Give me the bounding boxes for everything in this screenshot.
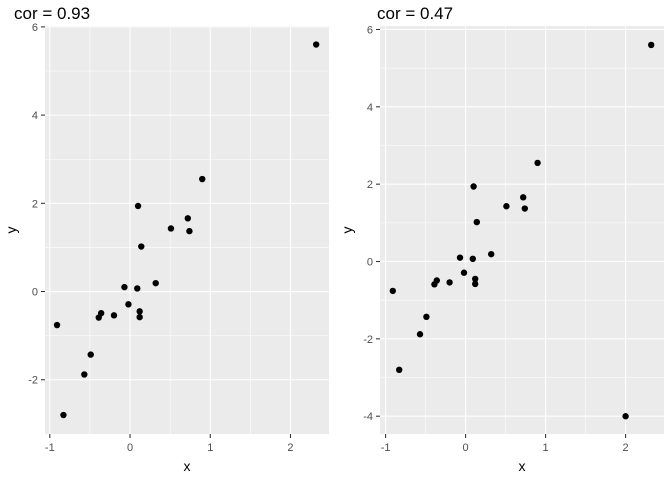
data-point (389, 287, 396, 295)
x-axis-title: x (184, 458, 191, 474)
data-point (121, 283, 128, 291)
data-point (60, 411, 67, 419)
data-point (97, 309, 105, 317)
x-tick-label: 1 (207, 442, 213, 454)
data-point (423, 313, 430, 321)
data-point (81, 371, 88, 378)
data-point (396, 366, 403, 374)
data-point (503, 203, 510, 210)
data-point (136, 313, 143, 321)
data-point (472, 275, 479, 283)
scatter-panel-2: -1 0 1 2 -4 -2 0 2 4 6 cor = 0.47 x y (339, 4, 664, 474)
data-point (460, 269, 468, 276)
y-tick-label: 0 (32, 287, 38, 299)
data-point (472, 280, 479, 288)
data-point (520, 194, 527, 201)
data-point (433, 277, 440, 284)
data-point (312, 41, 320, 48)
y-tick-label: -2 (28, 375, 38, 387)
data-point (136, 308, 143, 315)
data-point (167, 225, 175, 232)
data-point (110, 312, 118, 319)
y-tick-label: 4 (367, 102, 373, 114)
data-point (53, 321, 61, 329)
data-point (534, 159, 541, 167)
y-axis-title: y (3, 227, 19, 234)
data-point (125, 301, 132, 308)
data-point (469, 255, 476, 263)
y-tick-label: 4 (32, 110, 38, 122)
data-point (134, 285, 141, 292)
data-point (473, 218, 480, 226)
y-tick-label: -2 (363, 334, 373, 346)
data-point (416, 331, 424, 338)
panel-background (380, 26, 664, 434)
x-tick-label: 1 (543, 442, 549, 454)
y-tick-label: -4 (363, 411, 373, 423)
data-point (488, 250, 495, 258)
y-tick-label: 6 (32, 22, 38, 34)
data-point (87, 351, 94, 358)
plot-title: cor = 0.93 (14, 4, 90, 23)
data-point (138, 243, 145, 250)
y-tick-label: 2 (32, 198, 38, 210)
x-tick-label: -1 (381, 442, 391, 454)
data-point (134, 202, 142, 210)
data-point (152, 279, 159, 287)
data-point (199, 175, 206, 183)
data-point (456, 254, 464, 261)
y-tick-label: 2 (367, 179, 373, 191)
x-tick-label: 0 (463, 442, 469, 454)
data-point (521, 205, 528, 212)
data-point (470, 183, 477, 190)
data-point (186, 227, 193, 235)
x-tick-label: 0 (127, 442, 133, 454)
x-tick-label: -1 (45, 442, 55, 454)
x-tick-label: 2 (623, 442, 629, 454)
x-tick-label: 2 (287, 442, 293, 454)
y-axis-title: y (339, 227, 355, 234)
y-tick-label: 0 (367, 257, 373, 269)
y-tick-label: 6 (367, 24, 373, 36)
data-point (184, 215, 192, 222)
plot-title: cor = 0.47 (377, 4, 453, 23)
data-point (648, 41, 655, 49)
x-axis-title: x (519, 458, 526, 474)
data-point (446, 279, 453, 286)
data-point (622, 413, 629, 420)
